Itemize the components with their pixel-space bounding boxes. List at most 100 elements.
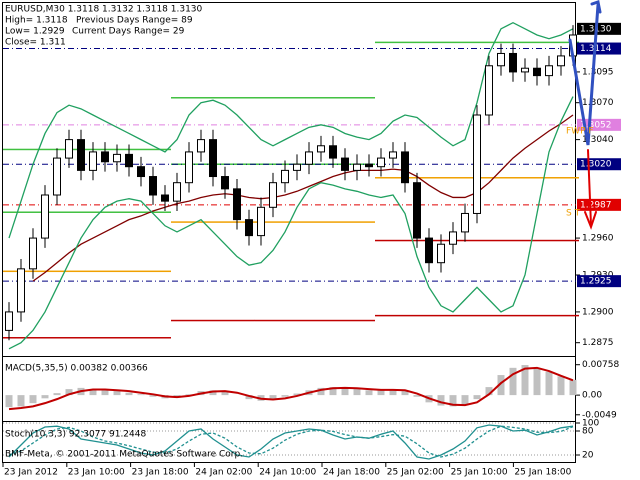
candle-body bbox=[305, 151, 313, 165]
arrows bbox=[568, 0, 602, 230]
candle-body bbox=[5, 311, 13, 331]
macd-title: MACD(5,35,5) 0.00382 0.00366 bbox=[5, 364, 148, 374]
price-level-box bbox=[577, 42, 621, 55]
price-level-label: 1.2987 bbox=[580, 200, 612, 210]
macd-bar bbox=[521, 365, 529, 396]
macd-bar bbox=[389, 389, 397, 396]
candle-body bbox=[365, 163, 373, 168]
macd-bar bbox=[569, 379, 577, 396]
y-tick-label: 100 bbox=[582, 419, 599, 429]
macd-bar bbox=[341, 387, 349, 396]
macd-bar bbox=[221, 391, 229, 396]
macd-bar bbox=[377, 390, 385, 396]
candle-body bbox=[437, 243, 445, 264]
candle-body bbox=[173, 182, 181, 202]
macd-signal bbox=[8, 366, 574, 411]
candle-body bbox=[113, 153, 121, 163]
y-tick-label: 1.2960 bbox=[582, 234, 614, 244]
macd-bar bbox=[293, 393, 301, 396]
macd-bar bbox=[509, 367, 517, 396]
stoch-title: Stoch(10,3,3) 92.3077 91.2448 bbox=[5, 430, 146, 440]
stoch-main bbox=[8, 424, 574, 460]
macd-bar bbox=[89, 389, 97, 396]
candle-body bbox=[521, 67, 529, 73]
macd-bar bbox=[125, 392, 133, 396]
candle-body bbox=[53, 157, 61, 196]
blue-arrowhead bbox=[590, 0, 602, 14]
macd-bar bbox=[533, 367, 541, 396]
candle-body bbox=[41, 194, 49, 239]
candle-body bbox=[353, 163, 361, 171]
candle-body bbox=[89, 151, 97, 171]
candle-body bbox=[17, 268, 25, 313]
candle-body bbox=[281, 169, 289, 184]
price-level-label: 1.3020 bbox=[580, 160, 612, 170]
stoch-signal bbox=[8, 425, 574, 458]
x-tick-label: 24 Jan 10:00 bbox=[259, 468, 316, 478]
macd-bar bbox=[245, 395, 253, 400]
x-tick-label: 24 Jan 02:00 bbox=[195, 468, 252, 478]
price-level-box bbox=[577, 198, 621, 211]
macd-bar bbox=[29, 395, 37, 404]
candle-body bbox=[545, 65, 553, 77]
info-low: Low= 1.2929 bbox=[5, 27, 65, 37]
candle-body bbox=[29, 237, 37, 270]
candle-body bbox=[221, 176, 229, 190]
candle-body bbox=[101, 151, 109, 163]
y-tick-label: 1.3070 bbox=[582, 98, 614, 108]
current-price-box bbox=[577, 22, 621, 35]
x-tick-label: 25 Jan 18:00 bbox=[514, 468, 571, 478]
macd-bar bbox=[149, 395, 157, 397]
macd-bar bbox=[473, 395, 481, 400]
x-tick-label: 25 Jan 02:00 bbox=[387, 468, 444, 478]
x-tick-label: 23 Jan 2012 bbox=[4, 468, 58, 478]
info-close: Close= 1.311 bbox=[5, 38, 66, 48]
candle-body bbox=[497, 52, 505, 67]
macd-bar bbox=[269, 395, 277, 400]
candle-body bbox=[317, 145, 325, 153]
y-tick-label: 1.3040 bbox=[582, 135, 614, 145]
candle-body bbox=[485, 65, 493, 116]
macd-bar bbox=[461, 395, 469, 405]
candle-body bbox=[209, 139, 217, 178]
y-tick-label: 0.00758 bbox=[582, 360, 619, 370]
macd-bar bbox=[329, 387, 337, 396]
macd-bar bbox=[209, 390, 217, 396]
red-arrowhead bbox=[584, 211, 597, 230]
candle-body bbox=[377, 157, 385, 168]
symbol-title: EURUSD,M30 1.3118 1.3132 1.3118 1.3130 bbox=[5, 5, 203, 15]
y-tick-label: 1.3095 bbox=[582, 67, 614, 77]
candle-body bbox=[425, 237, 433, 264]
annotation: FWP F bbox=[566, 127, 594, 137]
candle-body bbox=[557, 55, 565, 67]
indicator-line bbox=[8, 96, 574, 350]
candle-body bbox=[533, 67, 541, 77]
candle-body bbox=[473, 114, 481, 214]
macd-bar bbox=[365, 390, 373, 396]
macd-bar bbox=[497, 375, 505, 396]
x-tick-label: 23 Jan 10:00 bbox=[68, 468, 125, 478]
info-prev-range: Previous Days Range= 89 bbox=[76, 16, 193, 26]
macd-bar bbox=[449, 395, 457, 407]
layer: 1.30951.30701.30401.29601.29301.29001.28… bbox=[2, 21, 621, 478]
macd-bar bbox=[557, 376, 565, 396]
y-tick-label: -0.0049 bbox=[582, 410, 617, 420]
candle-body bbox=[461, 212, 469, 233]
macd-bar bbox=[41, 395, 49, 399]
candle-body bbox=[449, 231, 457, 245]
macd-bar bbox=[413, 395, 421, 397]
candle-body bbox=[149, 176, 157, 196]
x-tick-label: 25 Jan 10:00 bbox=[451, 468, 508, 478]
header: EURUSD,M30 1.3118 1.3132 1.3118 1.3130 H… bbox=[5, 5, 594, 460]
candle-body bbox=[341, 157, 349, 171]
price-level-label: 1.2925 bbox=[580, 277, 612, 287]
x-tick-label: 24 Jan 18:00 bbox=[323, 468, 380, 478]
candle-body bbox=[233, 188, 241, 221]
candle-body bbox=[137, 166, 145, 178]
macd-bar bbox=[401, 391, 409, 396]
candle-body bbox=[65, 139, 73, 159]
macd-bar bbox=[353, 389, 361, 396]
candle-body bbox=[125, 153, 133, 168]
